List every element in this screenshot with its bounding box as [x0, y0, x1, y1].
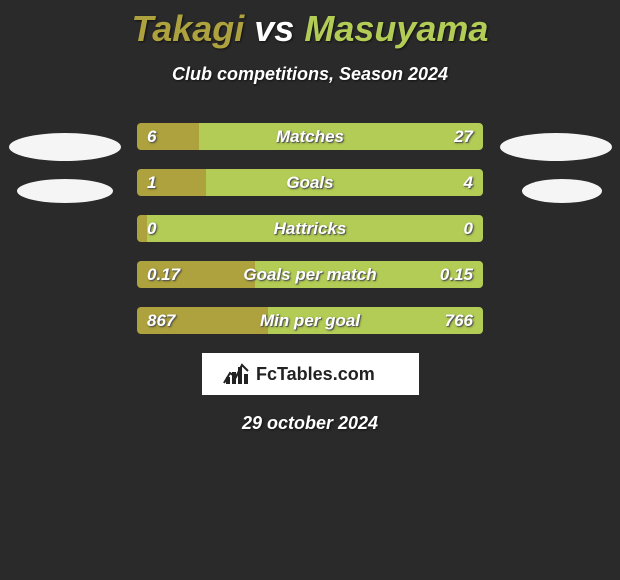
flag-placeholder-icon — [500, 133, 612, 161]
stat-label: Matches — [137, 123, 483, 150]
flag-placeholder-icon — [17, 179, 113, 203]
stat-bar: 00Hattricks — [137, 215, 483, 242]
stat-label: Hattricks — [137, 215, 483, 242]
flag-placeholder-icon — [522, 179, 602, 203]
stat-bar: 14Goals — [137, 169, 483, 196]
player2-name: Masuyama — [304, 8, 488, 49]
left-flags-column — [0, 123, 130, 221]
player1-name: Takagi — [132, 8, 245, 49]
stat-label: Goals per match — [137, 261, 483, 288]
stat-label: Min per goal — [137, 307, 483, 334]
date-label: 29 october 2024 — [0, 413, 620, 434]
brand-link[interactable]: FcTables.com — [202, 353, 419, 395]
flag-placeholder-icon — [9, 133, 121, 161]
right-flags-column — [490, 123, 620, 221]
stat-bar: 627Matches — [137, 123, 483, 150]
content-area: 627Matches 14Goals 00Hattricks 0.170.15Goal… — [0, 123, 620, 434]
bar-chart-icon: FcTables.com — [220, 359, 400, 389]
player-comparison-infographic: Takagi vs Masuyama Club competitions, Se… — [0, 0, 620, 580]
brand-text: FcTables.com — [256, 364, 375, 384]
page-title: Takagi vs Masuyama — [0, 0, 620, 50]
stat-label: Goals — [137, 169, 483, 196]
stat-bar: 0.170.15Goals per match — [137, 261, 483, 288]
subtitle: Club competitions, Season 2024 — [0, 64, 620, 85]
comparison-bars: 627Matches 14Goals 00Hattricks 0.170.15Goal… — [137, 123, 483, 334]
stat-bar: 867766Min per goal — [137, 307, 483, 334]
vs-text: vs — [254, 8, 294, 49]
